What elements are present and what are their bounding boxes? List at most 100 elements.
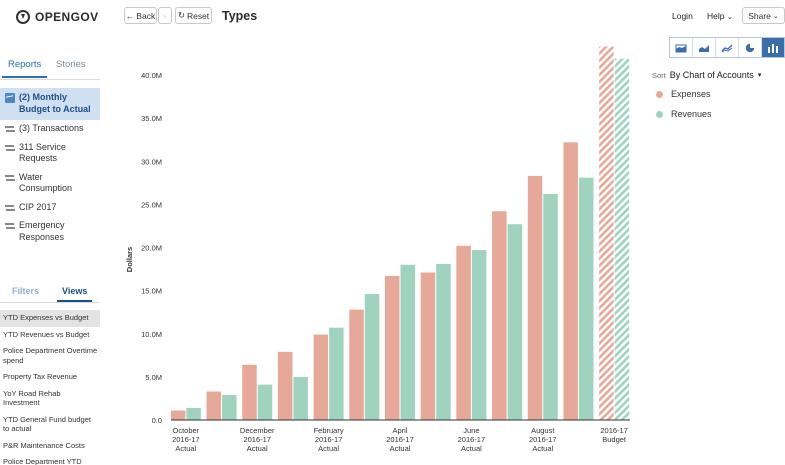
report-item-label: 311 Service Requests [19, 141, 66, 164]
chart-type-stacked-area[interactable] [670, 38, 693, 57]
bar-revenues-10[interactable] [507, 224, 523, 420]
filter-view-tabs: Filters Views [0, 283, 100, 303]
y-tick-label: 0.0 [152, 416, 162, 425]
bar-expenses-8[interactable] [420, 272, 436, 420]
x-tick-label: June 2016-17 Actual [458, 426, 486, 453]
legend-swatch [656, 110, 663, 118]
sort-label: Sort [652, 70, 666, 80]
chart-type-line[interactable] [716, 38, 739, 57]
report-item-water[interactable]: Water Consumption [0, 169, 100, 199]
back-button[interactable]: ← Back [124, 7, 157, 24]
x-tick-label: August 2016-17 Actual [529, 426, 557, 453]
bar-expenses-6[interactable] [349, 309, 364, 420]
forward-button[interactable]: › [158, 7, 172, 24]
sidebar-tabs: Reports Stories [0, 56, 100, 80]
reset-button[interactable]: ↻ Reset [175, 7, 212, 24]
transfer-icon [5, 173, 15, 183]
chart-type-bar[interactable] [762, 38, 784, 57]
view-item[interactable]: P&R Maintenance Costs [3, 440, 85, 450]
report-item-cip[interactable]: CIP 2017 [0, 199, 100, 218]
chart-type-pie[interactable] [739, 38, 762, 57]
bar-revenues-2[interactable] [222, 394, 237, 420]
x-tick-label: December 2016-17 Actual [240, 426, 275, 453]
help-menu[interactable]: Help ⌄ [707, 11, 733, 21]
transfer-icon [5, 124, 15, 134]
bar-chart: 0.0 5.0M 10.0M 15.0M 20.0M 25.0M 30.0M 35.0M 40.… [125, 46, 630, 453]
report-item-label: Emergency Responses [19, 220, 65, 242]
report-item-monthly-budget[interactable]: (2) Monthly Budget to Actual [0, 88, 100, 120]
x-tick-label: October 2016-17 Actual [172, 426, 200, 453]
bar-revenues-6[interactable] [364, 294, 380, 420]
view-item[interactable]: YTD Expenses vs Budget [0, 310, 100, 327]
legend-swatch [656, 90, 663, 98]
chart-area: 0.0 5.0M 10.0M 15.0M 20.0M 25.0M 30.0M 35.0M 40.… [112, 30, 648, 460]
y-tick-label: 15.0M [141, 287, 162, 296]
bar-expenses-3[interactable] [242, 364, 257, 420]
view-item[interactable]: Police Department YTD [3, 457, 82, 465]
bar-revenues-7[interactable] [400, 264, 416, 420]
view-item[interactable]: YTD Revenues vs Budget [3, 329, 90, 339]
arrow-left-icon: ← [125, 10, 135, 21]
tab-views[interactable]: Views [56, 286, 93, 302]
arrow-right-icon: › [163, 10, 167, 21]
view-item[interactable]: YTD General Fund budget to actual [3, 414, 91, 434]
bar-expenses-4[interactable] [277, 351, 293, 420]
bar-revenues-9[interactable] [471, 250, 487, 420]
login-link[interactable]: Login [672, 11, 693, 21]
legend-item-revenues[interactable]: Revenues [656, 109, 712, 119]
legend-item-expenses[interactable]: Expenses [656, 89, 711, 99]
reset-label: Reset [186, 10, 210, 21]
sidebar: OPENGOV Reports Stories (2) Monthly Budg… [0, 0, 100, 465]
bar-chart-icon [768, 43, 778, 53]
bar-expenses-12[interactable] [563, 142, 578, 420]
bar-expenses-5[interactable] [313, 334, 329, 420]
bar-expenses-7[interactable] [385, 275, 400, 420]
bar-expenses-13[interactable] [599, 46, 614, 420]
bar-revenues-11[interactable] [543, 194, 558, 420]
page-title: Types [222, 9, 258, 23]
bar-series [170, 46, 630, 421]
bar-expenses-9[interactable] [456, 245, 471, 420]
bar-expenses-1[interactable] [170, 410, 186, 420]
transfer-icon [5, 221, 15, 231]
bar-revenues-12[interactable] [578, 177, 594, 420]
bar-expenses-11[interactable] [527, 175, 543, 420]
report-item-emergency[interactable]: Emergency Responses [0, 217, 100, 247]
bar-revenues-13[interactable] [614, 58, 630, 421]
area-chart-icon [699, 44, 709, 52]
tab-filters[interactable]: Filters [12, 286, 40, 296]
report-item-311-service[interactable]: 311 Service Requests [0, 139, 100, 169]
bar-revenues-8[interactable] [436, 263, 451, 420]
bar-revenues-3[interactable] [257, 384, 273, 420]
bar-revenues-1[interactable] [186, 407, 201, 420]
legend-label: Expenses [671, 89, 711, 99]
view-item[interactable]: Police Department Overtime spend [3, 346, 98, 365]
caret-down-icon: ▾ [757, 72, 762, 79]
tab-reports[interactable]: Reports [1, 59, 48, 78]
chart-type-area[interactable] [693, 38, 716, 57]
y-tick-label: 10.0M [141, 330, 162, 339]
share-label: Share [748, 10, 771, 21]
transfer-icon [5, 203, 15, 213]
view-item[interactable]: Property Tax Revenue [3, 372, 78, 381]
tab-stories[interactable]: Stories [56, 59, 86, 70]
sort-control[interactable]: Sort By Chart of Accounts ▾ [652, 70, 761, 80]
report-item-label: CIP 2017 [19, 201, 57, 212]
view-list: YTD Expenses vs Budget YTD Revenues vs B… [0, 310, 100, 465]
report-item-label: (2) Monthly Budget to Actual [19, 92, 91, 114]
bar-revenues-4[interactable] [293, 376, 308, 420]
help-label: Help [707, 11, 725, 21]
pie-chart-icon [745, 43, 755, 52]
share-button[interactable]: Share ⌄ [742, 7, 785, 24]
view-item[interactable]: YoY Road Rehab Investment [3, 388, 61, 408]
x-tick-label: 2016-17 Budget [600, 426, 628, 444]
opengov-logo[interactable]: OPENGOV [16, 10, 98, 24]
reset-icon: ↻ [177, 10, 185, 20]
bar-expenses-10[interactable] [492, 211, 507, 420]
y-tick-label: 5.0M [145, 373, 162, 382]
bar-expenses-2[interactable] [206, 391, 222, 420]
bar-revenues-5[interactable] [329, 327, 344, 420]
chart-type-selector [669, 37, 785, 58]
report-item-transactions[interactable]: (3) Transactions [0, 120, 100, 139]
line-chart-icon [721, 44, 733, 52]
